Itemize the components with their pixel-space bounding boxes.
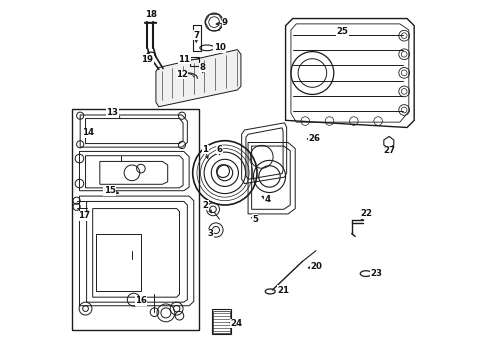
- Text: 18: 18: [144, 10, 157, 19]
- Text: 14: 14: [82, 129, 94, 138]
- Text: 8: 8: [199, 63, 205, 72]
- Text: 16: 16: [135, 296, 146, 305]
- Text: 11: 11: [178, 55, 190, 64]
- Text: 26: 26: [307, 134, 320, 143]
- Text: 22: 22: [360, 210, 372, 219]
- Bar: [190, 57, 199, 66]
- Text: 12: 12: [176, 70, 187, 79]
- Text: 19: 19: [141, 55, 153, 64]
- Text: 4: 4: [264, 195, 270, 204]
- Text: 23: 23: [369, 269, 381, 278]
- Bar: [192, 24, 200, 51]
- Bar: [213, 311, 229, 333]
- Text: 13: 13: [106, 108, 118, 117]
- Text: 10: 10: [213, 43, 225, 52]
- Text: 25: 25: [336, 27, 348, 36]
- Text: 7: 7: [193, 31, 199, 40]
- Bar: [72, 109, 199, 330]
- Text: 9: 9: [222, 18, 227, 27]
- Text: 27: 27: [382, 146, 394, 155]
- Polygon shape: [156, 50, 241, 107]
- Text: 24: 24: [230, 319, 242, 328]
- Text: 5: 5: [252, 215, 258, 224]
- Text: 1: 1: [202, 145, 208, 154]
- Text: 2: 2: [202, 201, 208, 210]
- Text: 20: 20: [309, 262, 321, 271]
- Text: 15: 15: [103, 186, 115, 195]
- Text: 17: 17: [78, 211, 90, 220]
- Text: 3: 3: [207, 229, 213, 238]
- Text: 6: 6: [216, 145, 222, 154]
- Text: 21: 21: [277, 285, 288, 294]
- Bar: [211, 309, 231, 334]
